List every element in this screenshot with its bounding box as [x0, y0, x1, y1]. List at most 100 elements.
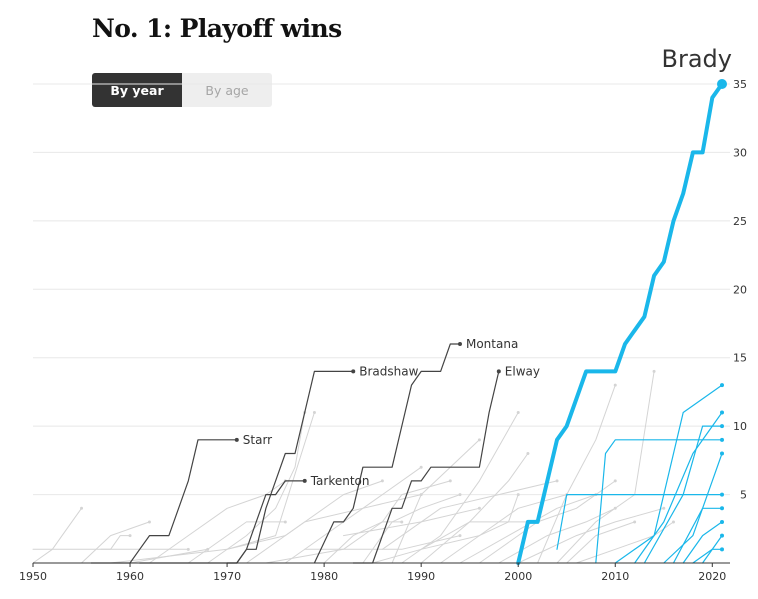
chart-title: No. 1: Playoff wins: [92, 14, 342, 43]
active-38-line: [556, 494, 723, 550]
active-47-end-point: [720, 533, 724, 538]
montana-end-point: [457, 342, 462, 347]
background-12-line: [187, 521, 286, 564]
background-36-end-point: [671, 520, 675, 524]
background-15-line: [246, 494, 422, 564]
starr-label: Starr: [243, 433, 272, 447]
background-8-line: [81, 521, 150, 564]
active-39-end-point: [720, 437, 724, 442]
background-23-end-point: [555, 479, 559, 483]
background-24-end-point: [477, 438, 481, 442]
active-43-end-point: [720, 451, 724, 456]
background-33-end-point: [613, 383, 617, 387]
background-28-end-point: [516, 493, 520, 497]
active-45-end-point: [720, 519, 724, 524]
highlight-series: Brady: [516, 45, 732, 565]
y-tick-label: 30: [733, 146, 747, 159]
x-tick-label: 1990: [407, 570, 435, 583]
y-tick-label: 15: [733, 352, 747, 365]
x-tick-label: 1970: [213, 570, 241, 583]
active-39-line: [595, 439, 723, 564]
named-series: Montana Bradshaw Elway Starr Tarkenton: [90, 337, 540, 564]
active-46-end-point: [720, 547, 724, 552]
background-32-line: [517, 507, 665, 564]
background-30-end-point: [613, 479, 617, 483]
y-tick-label: 25: [733, 215, 747, 228]
y-tick-label: 5: [740, 489, 747, 502]
y-tick-label: 10: [733, 420, 747, 433]
elway-label: Elway: [505, 364, 540, 378]
starr-line: [90, 439, 238, 564]
gridlines: [33, 83, 730, 496]
background-18-end-point: [458, 534, 462, 538]
active-41-end-point: [720, 410, 724, 415]
background-27-line: [420, 453, 529, 564]
background-34-line: [556, 370, 655, 564]
background-32-end-point: [662, 506, 666, 510]
background-13-line: [207, 412, 306, 564]
background-19-end-point: [448, 479, 452, 483]
montana-label: Montana: [466, 337, 518, 351]
background-22-line: [372, 521, 539, 564]
background-34-end-point: [652, 369, 656, 373]
bradshaw-end-point: [351, 369, 356, 374]
starr-end-point: [234, 437, 239, 442]
active-series: [556, 383, 724, 564]
background-25-end-point: [516, 410, 520, 414]
x-tick-label: 1980: [310, 570, 338, 583]
tarkenton-label: Tarkenton: [310, 474, 370, 488]
background-20-end-point: [477, 506, 481, 510]
background-33-line: [537, 384, 616, 564]
x-tick-label: 2010: [601, 570, 629, 583]
axes: 5 10 15 20 25 30 35 1950 1960 1970 1980 1990 2000 201…: [19, 78, 747, 583]
background-21-line: [362, 494, 461, 564]
background-37-line: [110, 412, 315, 564]
y-tick-label: 35: [733, 78, 747, 91]
background-19-line: [323, 480, 451, 564]
background-7-end-point: [128, 534, 132, 538]
y-tick-label: 20: [733, 283, 747, 296]
by-year-button[interactable]: By year: [92, 73, 182, 107]
background-24-line: [391, 439, 480, 564]
x-tick-label: 2020: [698, 570, 726, 583]
background-35-line: [566, 521, 636, 564]
bradshaw-label: Bradshaw: [359, 364, 418, 378]
elway-line: [352, 370, 500, 564]
active-40-line: [614, 384, 723, 564]
brady-label: Brady: [662, 45, 732, 73]
background-14-end-point: [380, 479, 384, 483]
background-27-end-point: [526, 452, 530, 456]
active-38-end-point: [720, 492, 724, 497]
background-14-line: [226, 480, 383, 550]
background-17-line: [284, 466, 422, 564]
background-series: [32, 369, 675, 564]
background-6-line: [32, 507, 82, 564]
background-35-end-point: [633, 520, 637, 524]
active-42-line: [643, 425, 723, 564]
active-44-line: [672, 507, 723, 564]
view-toggle: By year By age: [92, 73, 272, 107]
background-23-line: [381, 480, 558, 550]
background-7-line: [32, 535, 131, 550]
by-age-button[interactable]: By age: [182, 73, 272, 107]
brady-line: [516, 82, 724, 565]
background-18-line: [304, 535, 461, 550]
active-42-end-point: [720, 424, 724, 429]
background-37-end-point: [312, 410, 316, 414]
background-6-end-point: [80, 506, 84, 510]
montana-line: [313, 343, 461, 564]
elway-end-point: [496, 369, 501, 374]
tarkenton-end-point: [302, 478, 307, 483]
background-21-end-point: [458, 493, 462, 497]
active-41-line: [634, 411, 723, 564]
active-44-end-point: [720, 506, 724, 511]
background-16-line: [265, 521, 403, 564]
background-8-end-point: [147, 520, 151, 524]
background-17-end-point: [419, 465, 423, 469]
x-tick-label: 1950: [19, 570, 47, 583]
active-40-end-point: [720, 383, 724, 388]
background-12-end-point: [283, 520, 287, 524]
x-tick-label: 2000: [504, 570, 532, 583]
active-45-line: [682, 521, 723, 564]
